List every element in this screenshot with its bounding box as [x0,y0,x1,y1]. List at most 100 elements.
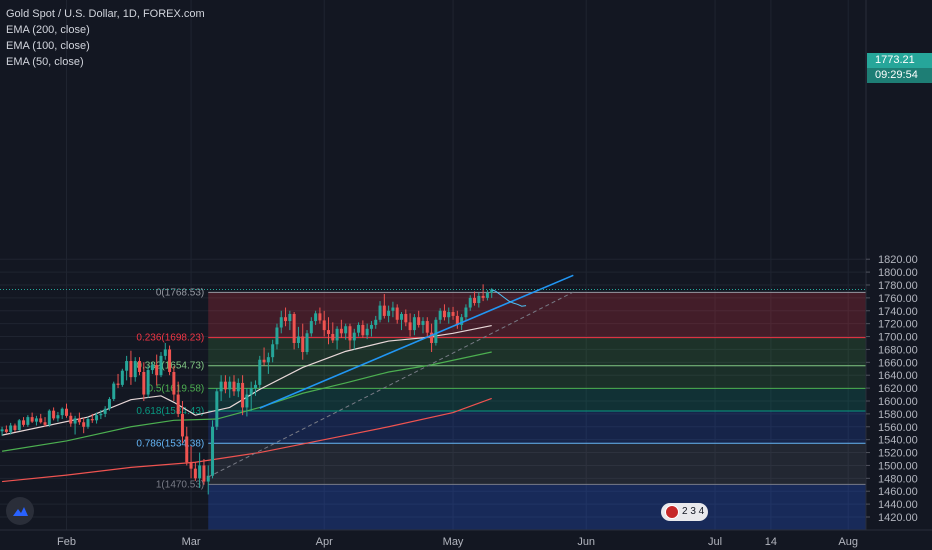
events-badge-text: 2 3 4 [682,506,705,517]
candle-body [374,319,378,325]
candle-body [249,388,253,395]
candle-body [103,408,107,414]
candle-body [266,357,270,363]
price-tick-label: 1820.00 [878,254,918,266]
ema100-label[interactable]: EMA (100, close) [6,40,90,52]
candle-body [369,324,373,329]
candle-body [193,468,197,479]
candle-body [228,381,232,390]
candle-body [296,336,300,343]
candle-body [481,295,485,298]
time-axis[interactable]: Feb Mar Apr May Jun Jul 14 Aug [0,529,932,550]
price-tick-label: 1700.00 [878,332,918,344]
events-badge[interactable]: 2 3 4 [661,503,709,521]
candle-body [245,394,249,408]
candle-body [322,320,326,331]
candle-body [82,422,86,427]
price-tick-label: 1760.00 [878,293,918,305]
candle-body [69,415,73,424]
candle-body [271,344,275,358]
candle-body [357,324,361,333]
candle-body [417,317,421,325]
candle-body [198,465,202,479]
fib-zone [208,292,867,338]
time-axis-background [0,530,932,550]
candle-body [13,425,17,430]
candle-body [180,413,184,437]
fib-zone [208,365,867,389]
candle-body [473,297,477,304]
price-tick-label: 1800.00 [878,267,918,279]
candle-body [9,425,13,432]
candle-body [344,326,348,334]
ema200-line [2,397,492,483]
candle-body [95,415,99,421]
dashed-trendline[interactable] [208,291,574,478]
fib-level-label: 0(1768.53) [156,287,204,298]
candle-body [241,382,245,408]
candle-body [352,332,356,341]
price-tick-label: 1720.00 [878,319,918,331]
price-tick-label: 1580.00 [878,409,918,421]
candle-body [382,305,386,316]
candle-body [365,328,369,336]
candle-body [305,333,309,353]
tradingview-logo-icon[interactable] [6,497,34,525]
price-tick-label: 1600.00 [878,396,918,408]
fibonacci-retracement[interactable]: 0(1768.53)0.236(1698.23)0.382(1654.73)0.… [136,287,867,530]
fib-level-label: 1(1470.53) [156,479,204,490]
candle-body [490,289,494,293]
price-tick-label: 1540.00 [878,435,918,447]
drawn-lines[interactable] [0,274,866,478]
price-projection-line[interactable] [491,289,527,307]
candle-body [430,332,434,343]
candle-body [129,361,133,378]
price-tick-label: 1660.00 [878,357,918,369]
time-tick-label: Aug [838,536,858,548]
candle-body [219,381,223,392]
candle-body [438,310,442,320]
ema50-label[interactable]: EMA (50, close) [6,56,84,68]
candle-body [159,355,163,376]
candle-body [116,383,120,385]
trendline[interactable] [259,274,574,409]
candle-body [400,313,404,320]
price-tick-label: 1440.00 [878,499,918,511]
candle-body [232,381,236,392]
candle-body [348,326,352,341]
fib-level-label: 0.5(1619.58) [148,383,205,394]
time-tick-label: Feb [57,536,76,548]
last-price-tag: 1773.21 [867,53,932,68]
candle-body [223,381,227,390]
candle-body [284,317,288,322]
time-tick-label: May [443,536,464,548]
candle-body [215,391,219,427]
candle-body [112,383,116,400]
price-tick-label: 1560.00 [878,422,918,434]
candle-body [464,307,468,318]
candle-body [404,313,408,323]
candle-body [331,333,335,341]
ema200-label[interactable]: EMA (200, close) [6,24,90,36]
candle-body [86,419,90,427]
fib-zone-extension [208,484,867,530]
candle-body [314,313,318,322]
candle-body [395,307,399,320]
flag-icon [665,505,679,519]
candle-body [189,462,193,469]
candle-body [292,313,296,343]
candle-body [90,419,94,421]
candle-body [288,313,292,322]
bar-countdown-tag: 09:29:54 [867,68,932,83]
candle-body [361,324,365,336]
price-axis[interactable]: 1420.001440.001460.001480.001500.001520.… [865,0,932,550]
candle-body [120,370,124,385]
candle-body [125,361,129,371]
candle-body [451,312,455,316]
fib-level-label: 0.236(1698.23) [136,333,204,344]
symbol-title[interactable]: Gold Spot / U.S. Dollar, 1D, FOREX.com [6,8,205,20]
fib-zone [208,337,867,366]
candle-body [99,413,103,416]
